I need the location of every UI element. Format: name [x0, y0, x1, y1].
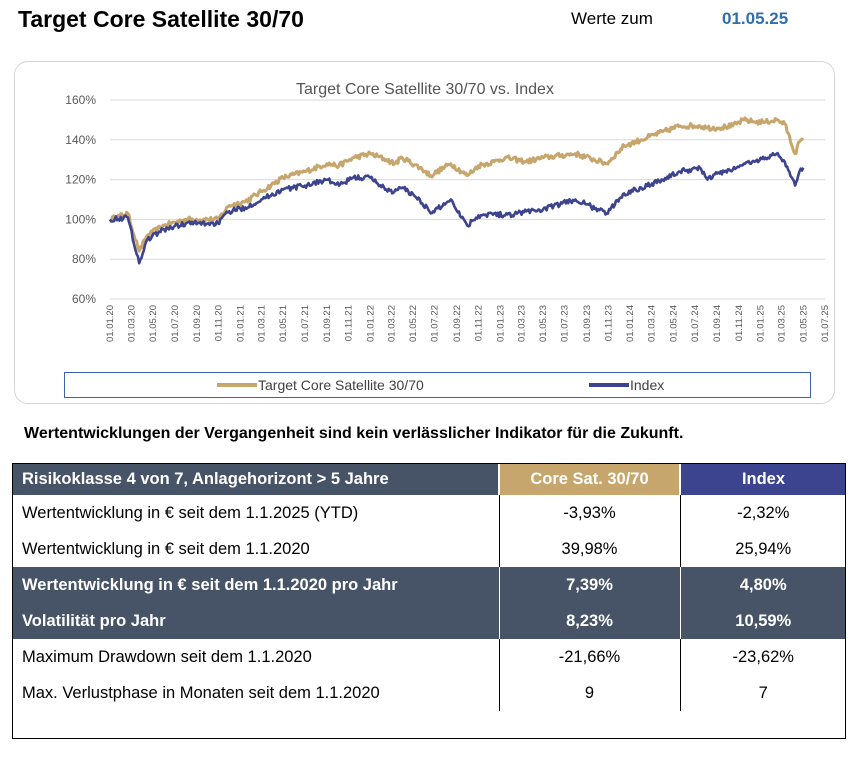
x-tick-label: 01.09.23 [582, 305, 593, 342]
x-tick-label: 01.09.24 [712, 305, 723, 342]
x-tick-label: 01.03.21 [256, 305, 267, 342]
row-label: Max. Verlustphase in Monaten seit dem 1.… [22, 683, 380, 702]
page-title: Target Core Satellite 30/70 [18, 6, 304, 32]
x-tick-label: 01.09.20 [192, 305, 203, 342]
row-value-index: 4,80% [679, 567, 846, 603]
x-tick-label: 01.01.25 [756, 305, 767, 342]
y-tick-label: 100% [65, 212, 96, 226]
table-row: Wertentwicklung in € seit dem 1.1.2025 (… [12, 495, 846, 531]
table-row: Volatilität pro Jahr 8,23% 10,59% [12, 603, 846, 639]
x-tick-label: 01.05.24 [668, 305, 679, 342]
legend-item-index: Index [589, 377, 664, 395]
legend-label-core: Target Core Satellite 30/70 [258, 377, 424, 393]
chart-container: Target Core Satellite 30/70 vs. Index 60%… [14, 61, 835, 404]
series-line-core [108, 116, 805, 253]
chart-legend: Target Core Satellite 30/70 Index [64, 372, 811, 398]
x-tick-label: 01.01.21 [235, 305, 246, 342]
row-value-index: -23,62% [679, 639, 846, 675]
x-tick-label: 01.03.23 [516, 305, 527, 342]
x-tick-label: 01.01.22 [365, 305, 376, 342]
date-label: Werte zum [571, 9, 653, 28]
row-value-index: 7 [679, 675, 846, 711]
disclaimer-text: Wertentwicklungen der Vergangenheit sind… [24, 425, 684, 442]
x-tick-label: 01.07.21 [300, 305, 311, 342]
legend-swatch-core [217, 382, 257, 387]
table-row: Max. Verlustphase in Monaten seit dem 1.… [12, 675, 846, 711]
table-header-core: Core Sat. 30/70 [498, 463, 680, 495]
table-row: Wertentwicklung in € seit dem 1.1.2020 3… [12, 531, 846, 567]
table-header-row: Risikoklasse 4 von 7, Anlagehorizont > 5… [12, 463, 846, 495]
x-tick-label: 01.05.20 [148, 305, 159, 342]
x-tick-label: 01.05.23 [538, 305, 549, 342]
legend-label-index: Index [630, 377, 665, 393]
x-tick-label: 01.11.20 [214, 305, 225, 341]
x-tick-label: 01.11.24 [734, 305, 745, 341]
table-row: Maximum Drawdown seit dem 1.1.2020 -21,6… [12, 639, 846, 675]
x-tick-label: 01.05.21 [278, 305, 289, 342]
chart-title: Target Core Satellite 30/70 vs. Index [296, 81, 554, 98]
x-tick-label: 01.01.24 [625, 305, 636, 342]
x-tick-label: 01.05.25 [798, 305, 809, 342]
x-tick-label: 01.03.20 [126, 305, 137, 342]
row-value-index: -2,32% [679, 495, 846, 531]
y-tick-label: 120% [65, 173, 96, 187]
row-label: Wertentwicklung in € seit dem 1.1.2020 p… [12, 567, 499, 603]
x-tick-label: 01.05.22 [408, 305, 419, 342]
row-value-core: 9 [498, 675, 680, 711]
y-tick-label: 160% [65, 93, 96, 107]
row-label: Wertentwicklung in € seit dem 1.1.2025 (… [22, 503, 359, 522]
series-line-index [108, 151, 805, 265]
y-tick-label: 140% [65, 133, 96, 147]
table-header-label: Risikoklasse 4 von 7, Anlagehorizont > 5… [12, 463, 499, 495]
y-tick-label: 80% [72, 252, 96, 266]
row-label: Wertentwicklung in € seit dem 1.1.2020 [22, 539, 310, 558]
x-tick-label: 01.01.23 [495, 305, 506, 342]
row-value-index: 25,94% [679, 531, 846, 567]
x-tick-label: 01.07.20 [170, 305, 181, 342]
row-value-core: -21,66% [498, 639, 680, 675]
performance-table: Risikoklasse 4 von 7, Anlagehorizont > 5… [12, 463, 846, 711]
x-tick-label: 01.07.24 [690, 305, 701, 342]
row-label: Volatilität pro Jahr [12, 603, 499, 639]
x-tick-label: 01.03.25 [777, 305, 788, 342]
date-value: 01.05.25 [722, 9, 789, 28]
performance-chart: Target Core Satellite 30/70 vs. Index 60%… [65, 81, 831, 342]
table-row: Wertentwicklung in € seit dem 1.1.2020 p… [12, 567, 846, 603]
row-value-core: 7,39% [498, 567, 680, 603]
row-value-core: 8,23% [498, 603, 680, 639]
row-value-core: -3,93% [498, 495, 680, 531]
legend-item-core: Target Core Satellite 30/70 [217, 377, 424, 395]
x-tick-label: 01.03.24 [647, 305, 658, 342]
x-tick-label: 01.11.23 [604, 305, 615, 341]
x-tick-label: 01.07.23 [560, 305, 571, 342]
row-value-core: 39,98% [498, 531, 680, 567]
x-tick-label: 01.03.22 [386, 305, 397, 342]
x-tick-label: 01.07.22 [430, 305, 441, 342]
x-tick-label: 01.01.20 [105, 305, 116, 342]
x-tick-label: 01.09.21 [322, 305, 333, 342]
x-tick-label: 01.09.22 [452, 305, 463, 342]
x-tick-label: 01.07.25 [820, 305, 831, 342]
x-tick-label: 01.11.22 [474, 305, 485, 341]
table-header-index: Index [679, 463, 846, 495]
x-tick-label: 01.11.21 [344, 305, 355, 341]
y-tick-label: 60% [72, 292, 96, 306]
row-label: Maximum Drawdown seit dem 1.1.2020 [22, 647, 312, 666]
legend-swatch-index [589, 382, 629, 387]
row-value-index: 10,59% [679, 603, 846, 639]
